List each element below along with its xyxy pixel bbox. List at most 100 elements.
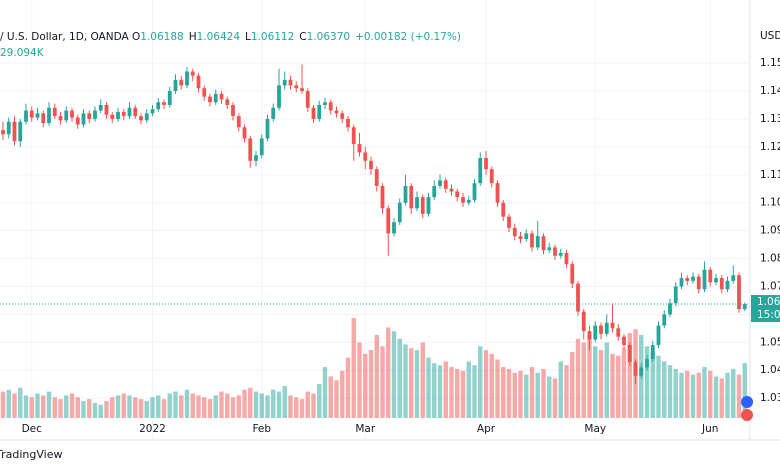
- y-tick-label: 1.110: [760, 169, 780, 181]
- volume-bar: [196, 395, 201, 418]
- volume-bar: [466, 361, 471, 418]
- candle-body: [29, 110, 34, 118]
- candle-body: [397, 202, 402, 223]
- y-tick-label: 1.050: [760, 336, 780, 348]
- volume-bar: [202, 397, 207, 418]
- volume-bar: [391, 331, 397, 418]
- volume-bar: [570, 351, 575, 418]
- x-tick-label: May: [584, 423, 606, 435]
- candle-body: [173, 79, 178, 92]
- candle-body: [472, 183, 477, 200]
- volume-bar: [679, 372, 684, 418]
- candle-body: [489, 169, 494, 184]
- volume-bar: [593, 346, 598, 418]
- candle-body: [305, 91, 310, 108]
- candle-body: [593, 325, 598, 340]
- volume-bar: [731, 368, 736, 418]
- candle-body: [668, 303, 672, 315]
- candle-body: [351, 127, 356, 145]
- volume-bar: [460, 370, 466, 418]
- x-tick-label: Dec: [22, 423, 43, 435]
- volume-bar: [138, 399, 144, 418]
- volume-bar: [644, 346, 650, 418]
- candle-body: [357, 144, 362, 153]
- candle-body: [438, 180, 442, 186]
- candle-body: [541, 236, 546, 251]
- volume-bar: [426, 357, 431, 418]
- volume-bar: [92, 402, 98, 418]
- volume-bar: [282, 385, 287, 418]
- volume-bar: [305, 391, 310, 418]
- candle-body: [673, 286, 678, 304]
- candle-body: [702, 269, 707, 290]
- candle-body: [87, 113, 92, 119]
- candle-body: [300, 88, 304, 92]
- volume-bar: [409, 348, 414, 418]
- volume-bar: [449, 367, 454, 418]
- candle-body: [190, 71, 195, 76]
- volume-bar: [167, 393, 172, 418]
- symbol: / U.S. Dollar, 1D, OANDA: [0, 31, 129, 43]
- y-tick-label: 1.080: [760, 253, 780, 265]
- volume-bar: [696, 372, 701, 418]
- volume-bar: [455, 368, 460, 418]
- candle-body: [403, 185, 408, 203]
- candle-body: [650, 345, 655, 360]
- volume-bar: [276, 391, 282, 418]
- volume-bar: [81, 401, 86, 418]
- candle-body: [93, 110, 97, 119]
- candle-body: [64, 110, 69, 121]
- price-badge-label: 1.0637: [757, 296, 780, 308]
- candle-body: [282, 79, 287, 86]
- volume-bar: [345, 357, 351, 418]
- candle-body: [150, 109, 155, 114]
- candle-body: [461, 197, 465, 203]
- prefix: H: [188, 31, 197, 43]
- volume-bar: [673, 368, 678, 418]
- volume-bar: [64, 395, 69, 418]
- candle-body: [323, 102, 327, 105]
- candle-body: [213, 93, 218, 103]
- candle-body: [121, 111, 126, 117]
- candle-body: [679, 278, 684, 287]
- volume-bar: [685, 370, 690, 418]
- volume-bar: [357, 342, 362, 418]
- volume-bar: [322, 367, 328, 418]
- volume-bar: [46, 391, 52, 418]
- x-tick-label: Feb: [252, 423, 271, 435]
- volume-bar: [207, 399, 213, 418]
- candle-body: [374, 169, 379, 186]
- volume-bar: [144, 401, 149, 418]
- volume-bar: [662, 361, 667, 418]
- candle-body: [558, 252, 563, 256]
- volume-bar: [403, 344, 408, 418]
- candle-body: [340, 113, 345, 119]
- candle-body: [495, 183, 500, 203]
- volume-bar: [397, 338, 402, 418]
- volume-bar: [564, 365, 569, 418]
- candle-body: [24, 110, 28, 122]
- volume-bar: [69, 393, 75, 418]
- volume-bar: [363, 353, 368, 418]
- candle-body: [708, 269, 713, 283]
- volume-bar: [311, 393, 316, 418]
- volume-bar: [248, 387, 253, 418]
- candle-body: [639, 367, 644, 376]
- prefix: L: [245, 31, 251, 43]
- candle-body: [202, 88, 207, 97]
- candle-body: [346, 118, 350, 128]
- volume-bar: [414, 350, 420, 418]
- volume-bar: [29, 397, 34, 418]
- volume-bar: [219, 391, 224, 418]
- volume-bar: [52, 397, 57, 418]
- currency: USD: [760, 30, 780, 42]
- icon: [741, 396, 753, 408]
- volume-bar: [121, 393, 126, 418]
- volume-bar: [265, 395, 270, 418]
- candle-body: [144, 113, 149, 121]
- candle-body: [254, 155, 258, 161]
- candle-body: [725, 280, 730, 290]
- candle-body: [455, 191, 460, 198]
